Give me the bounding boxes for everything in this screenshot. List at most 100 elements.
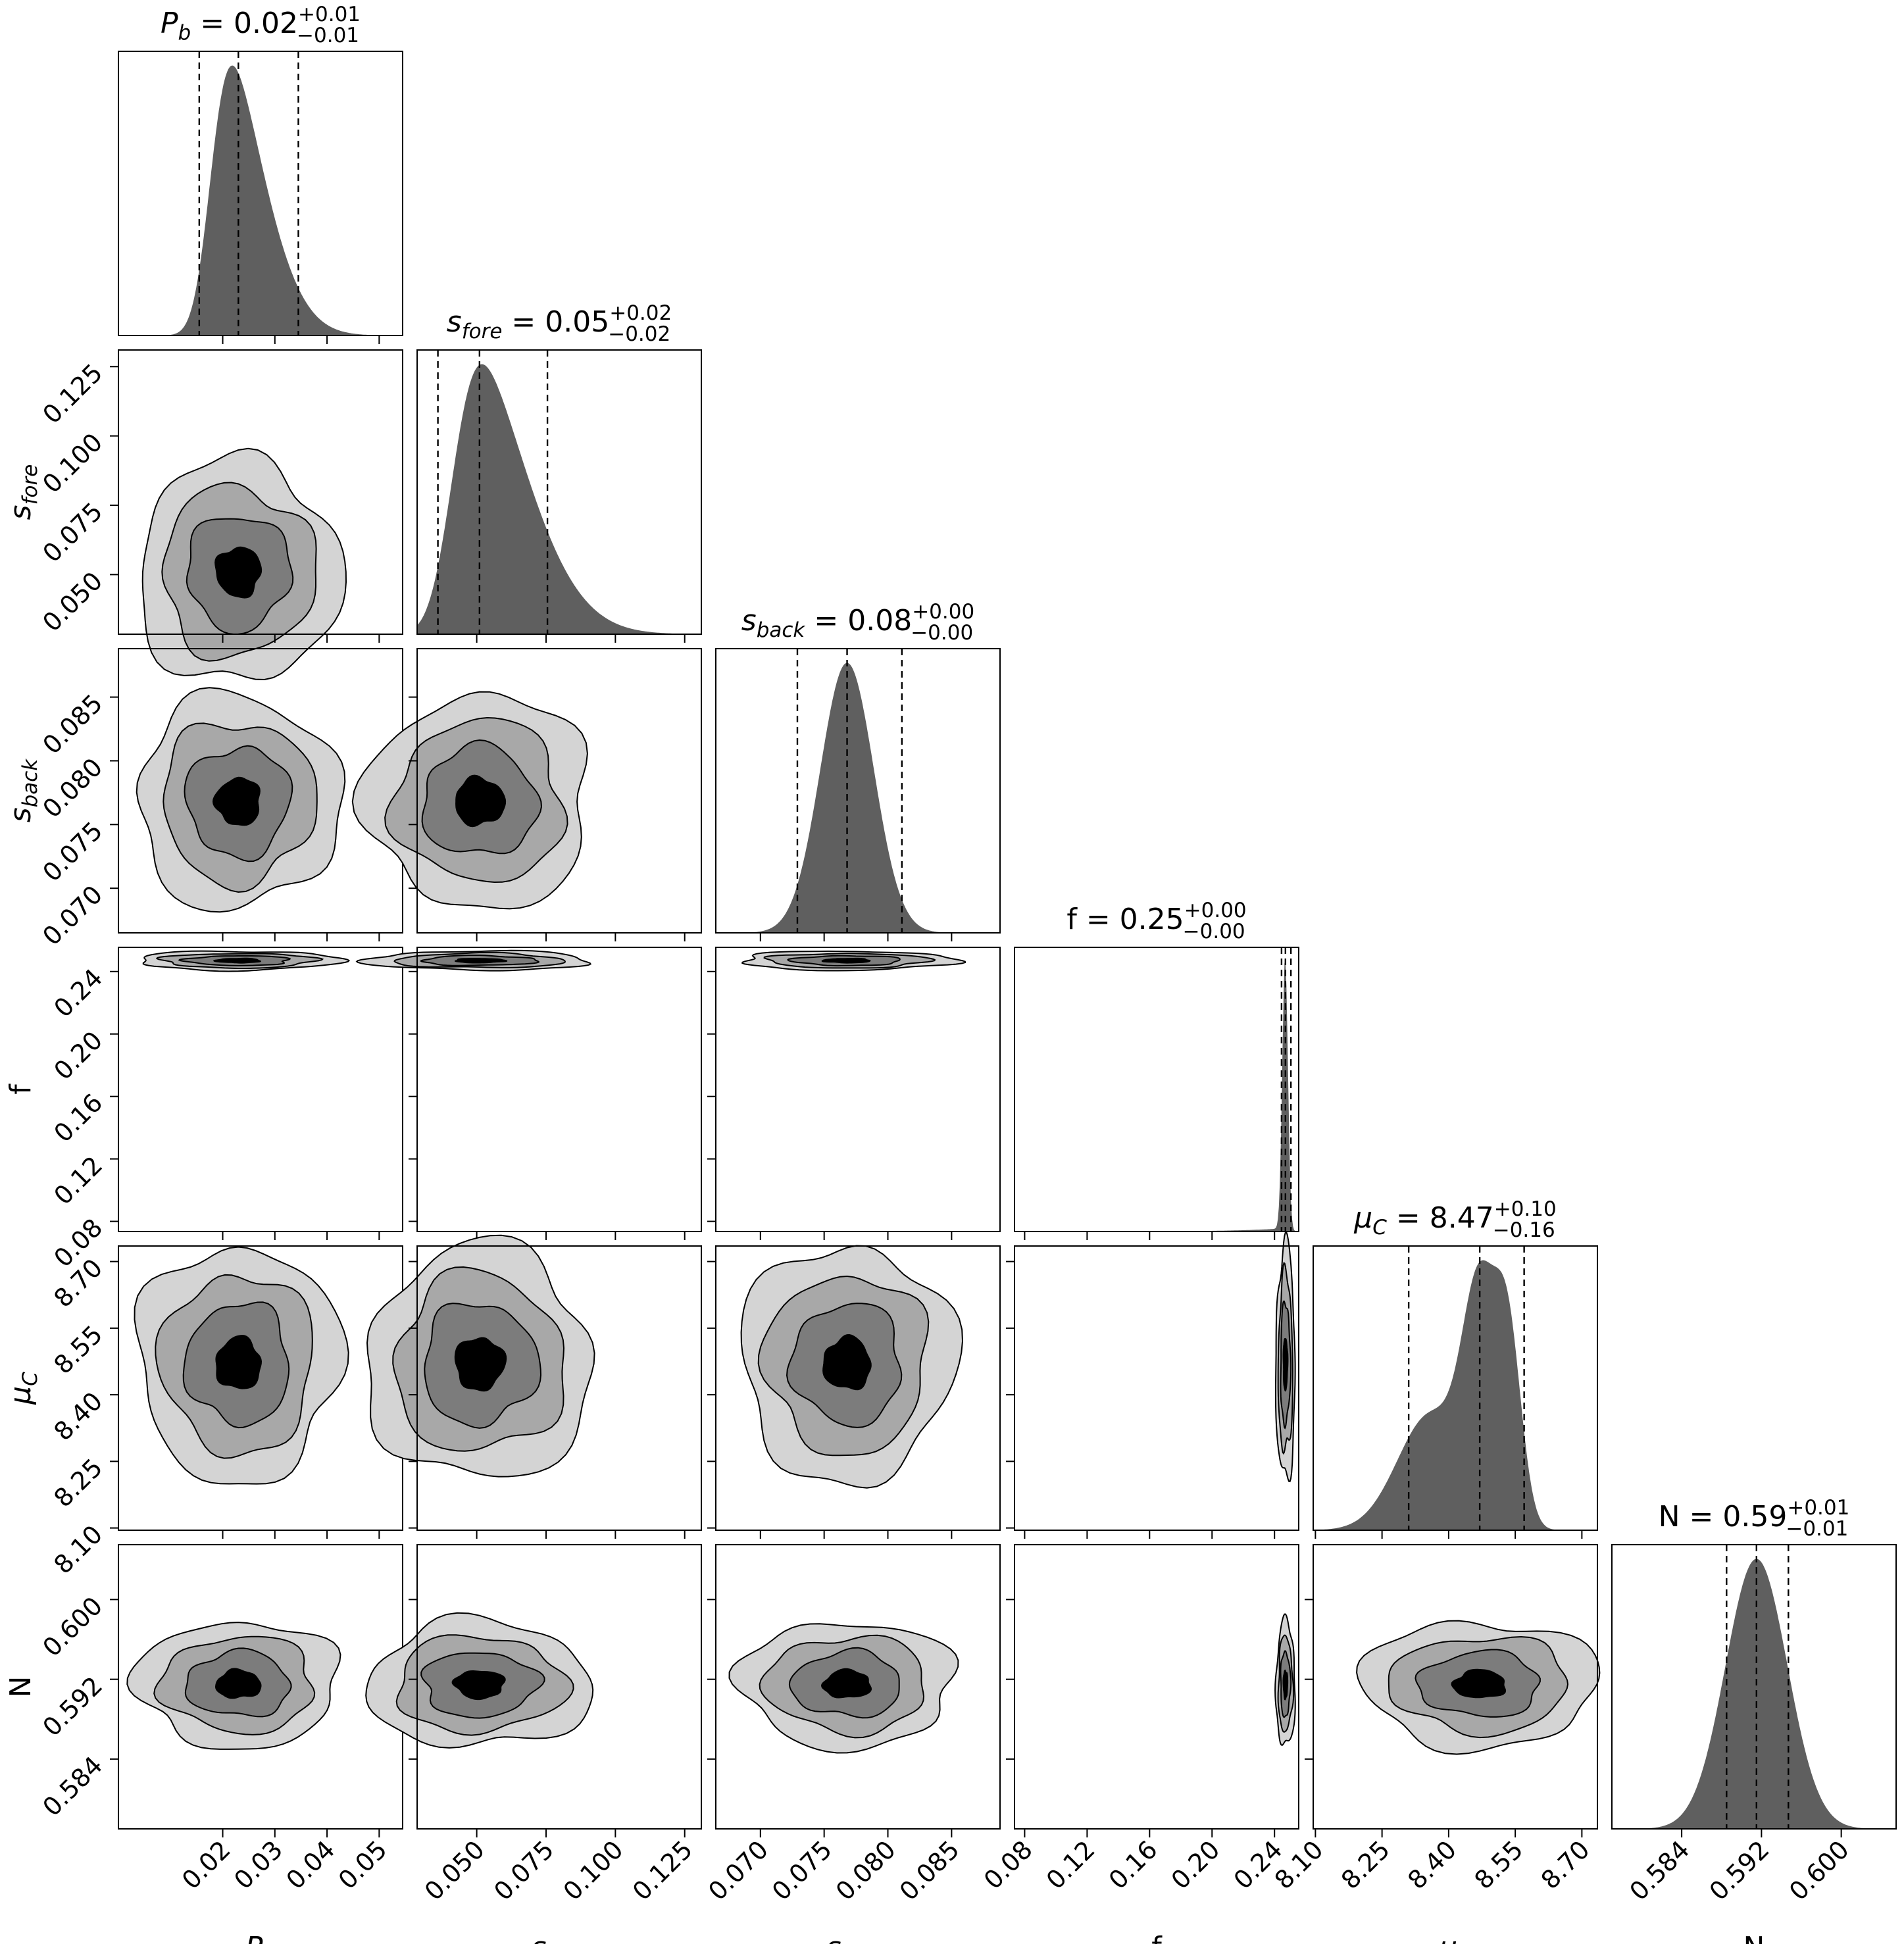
panel-Pb-Pb: Pb = 0.02+0.01−0.01 — [118, 3, 403, 344]
x-axis-label-N: N — [1743, 1931, 1765, 1944]
title-sfore: sfore = 0.05+0.02 — [447, 301, 672, 343]
contour-level-4 — [822, 1333, 872, 1391]
title-Pb: Pb = 0.02+0.01 — [161, 3, 361, 45]
marginal-hist-sback — [716, 662, 1000, 933]
x-tick-label-Pb: 0.05 — [333, 1835, 393, 1895]
y-axis-label-sfore: sfore — [4, 464, 42, 520]
contour-level-4 — [214, 546, 263, 599]
x-tick-label-sback: 0.085 — [894, 1835, 965, 1906]
panel-frame — [416, 1544, 702, 1830]
title-f: f = 0.25+0.00 — [1066, 899, 1246, 936]
panel-frame — [118, 349, 403, 635]
x-tick-label-f: 0.08 — [978, 1835, 1038, 1895]
contour-level-4 — [214, 1668, 262, 1699]
contour-level-4 — [215, 1334, 263, 1389]
x-axis-label-muC: μC — [1438, 1931, 1472, 1944]
panel-frame — [416, 648, 702, 934]
y-tick-label-f: 0.24 — [48, 963, 108, 1023]
y-tick-label-sfore: 0.050 — [37, 566, 108, 637]
x-tick-label-sfore: 0.125 — [627, 1835, 698, 1906]
contour-level-4 — [451, 1670, 506, 1701]
x-tick-label-sback: 0.075 — [766, 1835, 838, 1906]
panel-frame — [416, 947, 702, 1232]
y-tick-label-muC: 8.55 — [48, 1320, 108, 1380]
title-sback: sback = 0.08+0.00 — [741, 600, 974, 642]
y-axis-label-f: f — [4, 1084, 38, 1095]
y-tick-label-muC: 8.10 — [48, 1520, 108, 1580]
x-tick-label-Pb: 0.03 — [228, 1835, 288, 1895]
marginal-hist-muC — [1313, 1260, 1597, 1530]
panel-sback-sback: sback = 0.08+0.00−0.00 — [715, 600, 1001, 941]
x-tick-label-N: 0.592 — [1704, 1835, 1775, 1906]
marginal-hist-Pb — [118, 65, 403, 336]
contour-level-4 — [1282, 1337, 1289, 1392]
y-tick-label-sback: 0.075 — [37, 816, 108, 887]
title-minus-Pb: −0.01 — [297, 24, 359, 47]
title-muC: μC = 8.47+0.10 — [1353, 1197, 1556, 1239]
y-tick-label-sfore: 0.100 — [37, 428, 108, 499]
y-tick-label-sback: 0.085 — [37, 689, 108, 760]
x-tick-label-sback: 0.070 — [703, 1835, 774, 1906]
panel-frame — [715, 1245, 1001, 1531]
x-tick-label-muC: 8.10 — [1269, 1835, 1329, 1895]
panel-Pb-N: 0.020.030.040.05 Pb 0.584 0.592 0.600 N — [4, 1544, 403, 1944]
panel-frame — [715, 947, 1001, 1232]
title-minus-muC: −0.16 — [1493, 1218, 1555, 1242]
y-axis-label-N: N — [4, 1676, 38, 1698]
marginal-hist-f — [1015, 961, 1299, 1232]
x-axis-label-sback: sback — [826, 1931, 891, 1944]
y-tick-label-sback: 0.070 — [37, 880, 108, 951]
x-axis-label-Pb: Pb — [245, 1931, 276, 1944]
panel-sfore-muC — [366, 1234, 702, 1539]
contour-level-4 — [455, 958, 508, 964]
contour-level-4 — [212, 776, 261, 826]
contour-level-4 — [820, 1668, 872, 1699]
panel-f-muC — [1006, 1231, 1299, 1539]
title-minus-sfore: −0.02 — [608, 322, 670, 346]
x-tick-label-f: 0.20 — [1166, 1835, 1226, 1895]
x-tick-label-Pb: 0.02 — [176, 1835, 236, 1895]
x-tick-label-muC: 8.25 — [1336, 1835, 1395, 1895]
x-tick-label-f: 0.16 — [1103, 1835, 1163, 1895]
y-tick-label-f: 0.12 — [48, 1151, 108, 1210]
panel-sback-f — [707, 947, 1001, 1240]
panel-f-N: 0.080.120.160.200.24f — [978, 1544, 1299, 1944]
contour-level-4 — [455, 774, 507, 828]
x-tick-label-muC: 8.70 — [1536, 1835, 1595, 1895]
y-tick-label-f: 0.20 — [48, 1026, 108, 1085]
panel-sfore-sback — [351, 648, 702, 941]
panel-f-f: f = 0.25+0.00−0.00 — [1014, 899, 1299, 1240]
x-tick-label-muC: 8.40 — [1402, 1835, 1462, 1895]
y-tick-label-f: 0.16 — [48, 1088, 108, 1148]
y-tick-label-N: 0.584 — [37, 1751, 108, 1822]
x-tick-label-N: 0.584 — [1624, 1835, 1695, 1906]
y-axis-label-muC: μC — [4, 1372, 42, 1405]
panel-frame — [1313, 1245, 1598, 1531]
panel-sback-muC — [707, 1245, 1001, 1539]
y-tick-label-sfore: 0.075 — [37, 497, 108, 568]
y-axis-label-sback: sback — [4, 759, 42, 823]
contour-level-4 — [1282, 1669, 1289, 1701]
panel-Pb-f: 0.080.120.160.200.24f — [4, 947, 403, 1273]
title-N: N = 0.59+0.01 — [1659, 1496, 1850, 1533]
y-tick-label-muC: 8.40 — [48, 1386, 108, 1446]
y-tick-label-N: 0.600 — [37, 1591, 108, 1662]
panel-muC-N: 8.108.258.408.558.70 μC — [1269, 1544, 1601, 1944]
contour-level-4 — [1451, 1668, 1507, 1699]
panel-frame — [118, 51, 403, 336]
x-axis-label-f: f — [1151, 1931, 1163, 1944]
y-tick-label-sback: 0.080 — [37, 753, 108, 824]
panel-sfore-f — [355, 947, 702, 1240]
y-tick-label-muC: 8.25 — [48, 1453, 108, 1513]
title-minus-sback: −0.00 — [911, 621, 973, 645]
panel-frame — [1014, 1544, 1299, 1830]
panel-muC-muC: μC = 8.47+0.10−0.16 — [1313, 1197, 1598, 1539]
x-tick-label-sback: 0.080 — [830, 1835, 901, 1906]
marginal-hist-sfore — [417, 364, 701, 634]
